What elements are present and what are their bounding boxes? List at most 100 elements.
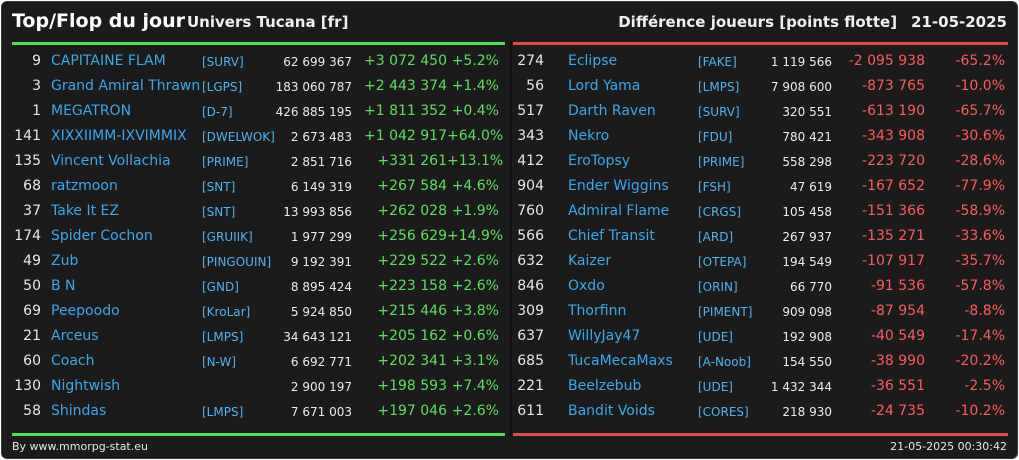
player-name-link[interactable]: Nekro <box>568 128 610 144</box>
alliance-tag-link[interactable]: [DWELWOK] <box>202 130 275 144</box>
player-name-link[interactable]: Bandit Voids <box>568 403 655 419</box>
alliance-tag-link[interactable]: [LGPS] <box>202 80 243 94</box>
player-name-link[interactable]: Chief Transit <box>568 228 655 244</box>
player-name-link[interactable]: XIXXIIMM-IXVIMMIX <box>51 128 187 144</box>
player-name-link[interactable]: B N <box>51 278 76 294</box>
table-row: 141 XIXXIIMM-IXVIMMIX [DWELWOK] 2 673 483 +1… <box>2 124 510 149</box>
alliance-tag-link[interactable]: [FSH] <box>698 180 731 194</box>
alliance-tag-link[interactable]: [CRGS] <box>698 205 741 219</box>
table-row: 566 Chief Transit [ARD] 267 937 -135 271 -33.… <box>512 224 1017 249</box>
alliance-tag-link[interactable]: [ARD] <box>698 230 734 244</box>
fleet-points: 1 977 299 <box>290 230 352 244</box>
player-name-link[interactable]: MEGATRON <box>51 103 132 119</box>
alliance-tag-link[interactable]: [KroLar] <box>202 305 251 319</box>
alliance-tag-link[interactable]: [D-7] <box>202 105 233 119</box>
fleet-points: 34 643 121 <box>283 330 352 344</box>
alliance-tag-link[interactable]: [SNT] <box>202 205 236 219</box>
alliance-tag-link[interactable]: [A-Noob] <box>698 355 751 369</box>
fleet-points: 6 692 771 <box>290 355 352 369</box>
player-name-link[interactable]: Peepoodo <box>51 303 120 319</box>
player-name-link[interactable]: Ender Wiggins <box>568 178 669 194</box>
fleet-points: 7 908 600 <box>770 80 832 94</box>
alliance-tag-link[interactable]: [ORIN] <box>698 280 738 294</box>
player-name-link[interactable]: Kaizer <box>568 253 612 269</box>
player-name-link[interactable]: Arceus <box>51 328 99 344</box>
player-name-link[interactable]: WillyJay47 <box>568 328 641 344</box>
alliance-tag-link[interactable]: [PRIME] <box>202 155 249 169</box>
alliance-tag-link[interactable]: [SNT] <box>202 180 236 194</box>
fleet-points: 192 908 <box>782 330 832 344</box>
fleet-points: 62 699 367 <box>283 55 352 69</box>
points-difference: +215 446 <box>377 303 447 319</box>
player-name-link[interactable]: Thorfinn <box>568 303 627 319</box>
alliance-tag-link[interactable]: [PIMENT] <box>698 305 753 319</box>
table-row: 904 Ender Wiggins [FSH] 47 619 -167 652 -77.9… <box>512 174 1017 199</box>
universe-subtitle: Univers Tucana [fr] <box>187 13 349 31</box>
alliance-tag-link[interactable]: [N-W] <box>202 355 237 369</box>
player-name-link[interactable]: Grand Amiral Thrawn <box>51 78 201 94</box>
player-name-link[interactable]: Beelzebub <box>568 378 642 394</box>
alliance-tag-link[interactable]: [CORES] <box>698 405 749 419</box>
alliance-tag-link[interactable]: [LMPS] <box>202 405 244 419</box>
player-name-link[interactable]: Spider Cochon <box>51 228 153 244</box>
percent-change: -30.6% <box>955 128 1005 144</box>
player-rank: 632 <box>517 253 544 269</box>
ranking-description: Différence joueurs [points flotte] <box>618 13 898 31</box>
player-name-link[interactable]: EroTopsy <box>568 153 631 169</box>
alliance-tag-link[interactable]: [LMPS] <box>202 330 244 344</box>
percent-change: -58.9% <box>955 203 1005 219</box>
player-name-link[interactable]: Coach <box>51 353 95 369</box>
points-difference: -151 366 <box>862 203 925 219</box>
alliance-tag-link[interactable]: [PRIME] <box>698 155 745 169</box>
player-name-link[interactable]: CAPITAINE FLAM <box>51 53 166 69</box>
player-name-link[interactable]: Darth Raven <box>568 103 656 119</box>
player-rank: 58 <box>23 403 41 419</box>
player-rank: 274 <box>517 53 544 69</box>
alliance-tag-link[interactable]: [OTEPA] <box>698 255 747 269</box>
table-row: 56 Lord Yama [LMPS] 7 908 600 -873 765 -10.0% <box>512 74 1017 99</box>
fleet-points: 267 937 <box>782 230 832 244</box>
player-name-link[interactable]: Oxdo <box>568 278 605 294</box>
alliance-tag-link[interactable]: [UDE] <box>698 380 733 394</box>
player-rank: 135 <box>14 153 41 169</box>
player-name-link[interactable]: Lord Yama <box>568 78 641 94</box>
alliance-tag-link[interactable]: [SURV] <box>698 105 740 119</box>
table-row: 309 Thorfinn [PIMENT] 909 098 -87 954 -8.8% <box>512 299 1017 324</box>
percent-change: -10.0% <box>955 78 1005 94</box>
alliance-tag-link[interactable]: [SURV] <box>202 55 244 69</box>
player-name-link[interactable]: ratzmoon <box>51 178 118 194</box>
alliance-tag-link[interactable]: [UDE] <box>698 330 733 344</box>
player-name-link[interactable]: Eclipse <box>568 53 618 69</box>
player-name-link[interactable]: Nightwish <box>51 378 121 394</box>
player-rank: 611 <box>517 403 544 419</box>
fleet-points: 780 421 <box>782 130 832 144</box>
player-name-link[interactable]: Zub <box>51 253 79 269</box>
player-rank: 49 <box>23 253 41 269</box>
alliance-tag-link[interactable]: [GRUIIK] <box>202 230 253 244</box>
points-difference: -87 954 <box>870 303 925 319</box>
points-difference: +2 443 374 <box>364 78 447 94</box>
player-rank: 68 <box>23 178 41 194</box>
player-name-link[interactable]: Vincent Vollachia <box>51 153 171 169</box>
points-difference: +267 584 <box>377 178 447 194</box>
player-name-link[interactable]: Take It EZ <box>51 203 119 219</box>
alliance-tag-link[interactable]: [FAKE] <box>698 55 737 69</box>
player-rank: 904 <box>517 178 544 194</box>
player-rank: 174 <box>14 228 41 244</box>
player-name-link[interactable]: Admiral Flame <box>568 203 670 219</box>
player-name-link[interactable]: TucaMecaMaxs <box>568 353 673 369</box>
alliance-tag-link[interactable]: [LMPS] <box>698 80 740 94</box>
points-difference: -36 551 <box>870 378 925 394</box>
alliance-tag-link[interactable]: [FDU] <box>698 130 733 144</box>
flop-accent-line-lower <box>513 433 1008 436</box>
player-rank: 1 <box>32 103 41 119</box>
player-name-link[interactable]: Shindas <box>51 403 107 419</box>
alliance-tag-link[interactable]: [PINGOUIN] <box>202 255 272 269</box>
footer-timestamp: 21-05-2025 00:30:42 <box>890 440 1007 453</box>
fleet-points: 558 298 <box>782 155 832 169</box>
header-date: 21-05-2025 <box>911 13 1007 31</box>
footer-credit-link[interactable]: By www.mmorpg-stat.eu <box>12 440 148 453</box>
alliance-tag-link[interactable]: [GND] <box>202 280 239 294</box>
percent-change: -57.8% <box>955 278 1005 294</box>
points-difference: +205 162 <box>377 328 447 344</box>
